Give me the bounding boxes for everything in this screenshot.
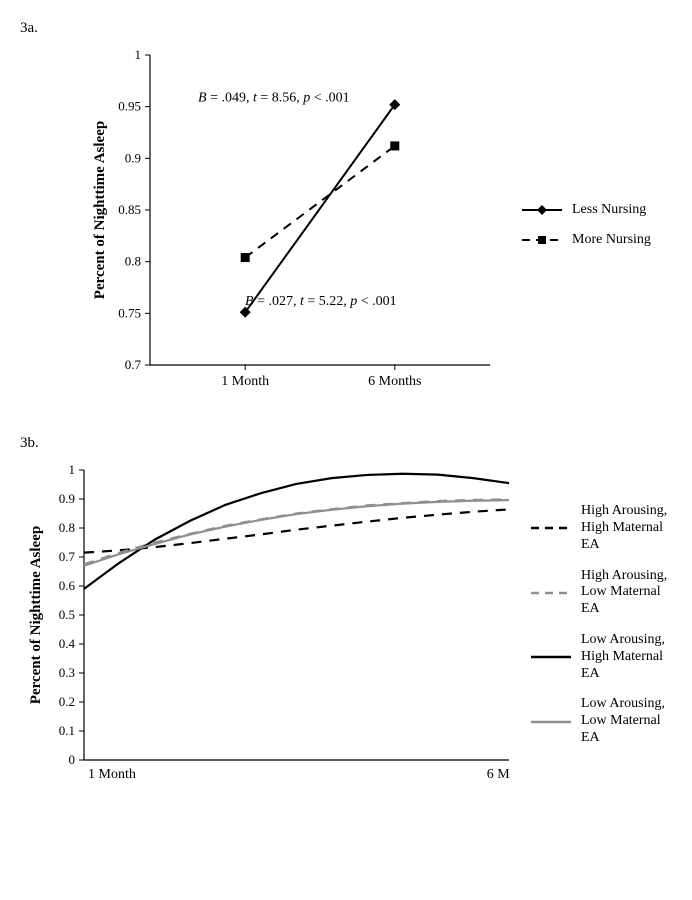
svg-text:0.2: 0.2	[59, 694, 75, 709]
svg-text:0.6: 0.6	[59, 578, 76, 593]
svg-text:0.7: 0.7	[125, 357, 142, 372]
panel-b-label: 3b.	[20, 435, 672, 452]
legend-item: Low Arousing, High Maternal EA	[529, 632, 672, 682]
svg-text:1 Month: 1 Month	[88, 767, 136, 782]
svg-text:0.9: 0.9	[125, 150, 141, 165]
svg-text:0.9: 0.9	[59, 491, 75, 506]
svg-text:1: 1	[69, 462, 76, 477]
svg-text:0.8: 0.8	[59, 520, 75, 535]
chart-b-svg: 0 0.1 0.2 0.3 0.4 0.5 0.6 0.7 0.8 0.9 1 1 Month 6 Mo…	[20, 460, 509, 790]
svg-text:0.8: 0.8	[125, 254, 141, 269]
svg-text:Percent of Nighttime Asleep: Percent of Nighttime Asleep	[28, 526, 44, 704]
svg-text:0.5: 0.5	[59, 607, 75, 622]
svg-text:6 Months: 6 Months	[368, 374, 421, 389]
svg-text:B = .049, t = 8.56, p < .001: B = .049, t = 8.56, p < .001	[198, 91, 350, 106]
svg-text:0.85: 0.85	[118, 202, 141, 217]
svg-text:0.3: 0.3	[59, 665, 75, 680]
chart-b-legend: High Arousing, High Maternal EA High Arou…	[529, 489, 672, 761]
panel-a-label: 3a.	[20, 20, 672, 37]
legend-item: Low Arousing, Low Maternal EA	[529, 696, 672, 746]
svg-text:0: 0	[69, 752, 76, 767]
svg-text:6 Months: 6 Months	[487, 767, 509, 782]
svg-text:0.4: 0.4	[59, 636, 76, 651]
svg-text:Percent of Nighttime Asleep: Percent of Nighttime Asleep	[92, 121, 108, 299]
svg-text:0.7: 0.7	[59, 549, 76, 564]
chart-b-wrap: 0 0.1 0.2 0.3 0.4 0.5 0.6 0.7 0.8 0.9 1 1 Month 6 Mo…	[20, 460, 672, 790]
svg-text:1: 1	[135, 47, 142, 62]
legend-item: More Nursing	[520, 232, 651, 248]
svg-text:B = .027, t = 5.22, p < .001: B = .027, t = 5.22, p < .001	[245, 294, 397, 309]
svg-text:0.1: 0.1	[59, 723, 75, 738]
legend-item: High Arousing, Low Maternal EA	[529, 568, 672, 618]
svg-text:0.75: 0.75	[118, 305, 141, 320]
chart-a-wrap: 0.7 0.75 0.8 0.85 0.9 0.95 1 1 Month 6 Months Per…	[80, 45, 672, 405]
svg-text:1 Month: 1 Month	[221, 374, 269, 389]
legend-item: High Arousing, High Maternal EA	[529, 503, 672, 553]
chart-a-legend: Less Nursing More Nursing	[520, 188, 651, 262]
chart-a-svg: 0.7 0.75 0.8 0.85 0.9 0.95 1 1 Month 6 Months Per…	[80, 45, 500, 405]
legend-item: Less Nursing	[520, 202, 651, 218]
svg-text:0.95: 0.95	[118, 99, 141, 114]
